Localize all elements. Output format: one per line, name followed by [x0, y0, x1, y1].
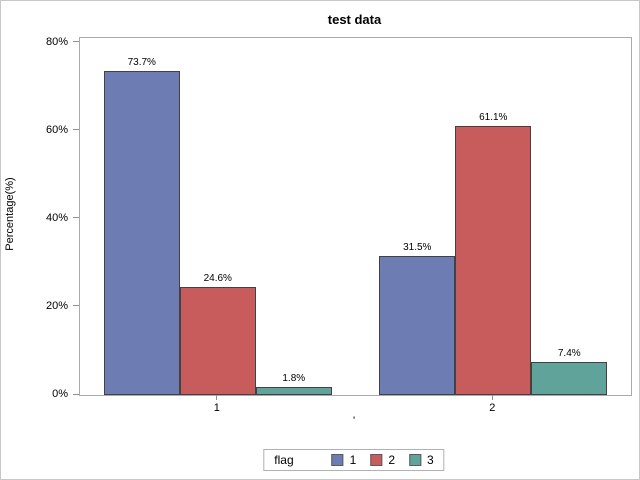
legend-item-flag2: 2 [370, 453, 395, 467]
y-tick-label: 0% [52, 388, 68, 400]
legend-item-label: 3 [427, 453, 434, 467]
bar-value-label: 31.5% [403, 242, 432, 254]
x-tick-mark [216, 395, 218, 400]
y-tick-label: 60% [45, 123, 68, 136]
legend-item-label: 1 [349, 453, 357, 467]
y-tick-label: 20% [45, 299, 68, 312]
legend-swatch-icon [331, 454, 344, 466]
legend: flag 1 2 3 [263, 449, 445, 471]
bar-value-label: 7.4% [557, 348, 581, 360]
legend-swatch-icon [409, 454, 422, 466]
x-tick-label: 2 [489, 402, 496, 414]
bar-value-label: 24.6% [203, 272, 232, 284]
x-tick-mark [491, 395, 493, 400]
y-tick-mark [73, 217, 79, 219]
bar-flag3-group2 [531, 362, 608, 395]
y-tick-mark [73, 393, 79, 395]
bar-flag3-group1 [255, 387, 332, 395]
legend-item-label: 2 [388, 453, 396, 467]
legend-item-flag3: 3 [409, 453, 434, 467]
bar-flag1-group1 [103, 70, 180, 395]
y-tick-label: 80% [45, 35, 68, 48]
bar-value-label: 1.8% [282, 373, 306, 385]
x-tick-label: 1 [213, 402, 220, 414]
bar-value-label: 73.7% [127, 56, 156, 68]
legend-item-flag1: 1 [331, 453, 357, 467]
y-tick-mark [73, 305, 79, 307]
bar-flag1-group2 [379, 256, 456, 395]
y-tick-label: 40% [45, 211, 68, 224]
legend-swatch-icon [370, 454, 383, 466]
x-axis-title: ' [352, 415, 356, 427]
bar-value-label: 61.1% [479, 112, 508, 124]
bar-flag2-group1 [179, 286, 256, 395]
plot-area: 73.7% 24.6% 1.8% 31.5% 61.1% 7.4% [79, 37, 632, 396]
legend-title: flag [274, 453, 294, 467]
bar-flag2-group2 [455, 126, 532, 395]
y-tick-mark [73, 41, 79, 43]
y-tick-mark [73, 129, 79, 131]
chart-title: test data [327, 12, 382, 27]
